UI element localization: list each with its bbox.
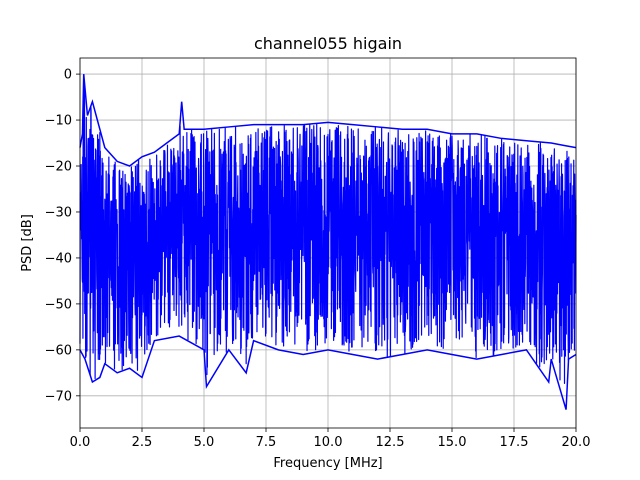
y-tick-label: −40 <box>45 251 72 266</box>
y-axis-label: PSD [dB] <box>20 214 35 272</box>
x-tick-label: 20.0 <box>562 435 591 450</box>
x-tick-label: 10.0 <box>314 435 343 450</box>
psd-series <box>79 74 577 410</box>
x-tick-label: 15.0 <box>438 435 467 450</box>
y-tick-label: −30 <box>45 205 72 220</box>
x-tick-label: 7.5 <box>256 435 277 450</box>
x-tick-label: 17.5 <box>500 435 529 450</box>
chart-title: channel055 higain <box>254 34 402 53</box>
axis-ticks: 0.0 2.5 5.0 7.5 10.0 12.5 15.0 17.5 20.0 0 −10 −20 −… <box>45 68 591 450</box>
psd-peak-envelope-0 <box>79 74 577 167</box>
x-tick-label: 12.5 <box>376 435 405 450</box>
y-tick-label: −60 <box>45 343 72 358</box>
y-tick-label: −50 <box>45 297 72 312</box>
x-tick-label: 2.5 <box>132 435 153 450</box>
y-tick-label: 0 <box>64 68 72 83</box>
y-tick-label: −10 <box>45 114 72 129</box>
x-axis-label: Frequency [MHz] <box>273 456 382 471</box>
psd-trace-0 <box>79 87 577 385</box>
x-tick-label: 5.0 <box>194 435 215 450</box>
psd-trough-envelope-0 <box>79 335 577 410</box>
y-tick-label: −20 <box>45 160 72 175</box>
y-tick-label: −70 <box>45 389 72 404</box>
x-tick-label: 0.0 <box>70 435 91 450</box>
